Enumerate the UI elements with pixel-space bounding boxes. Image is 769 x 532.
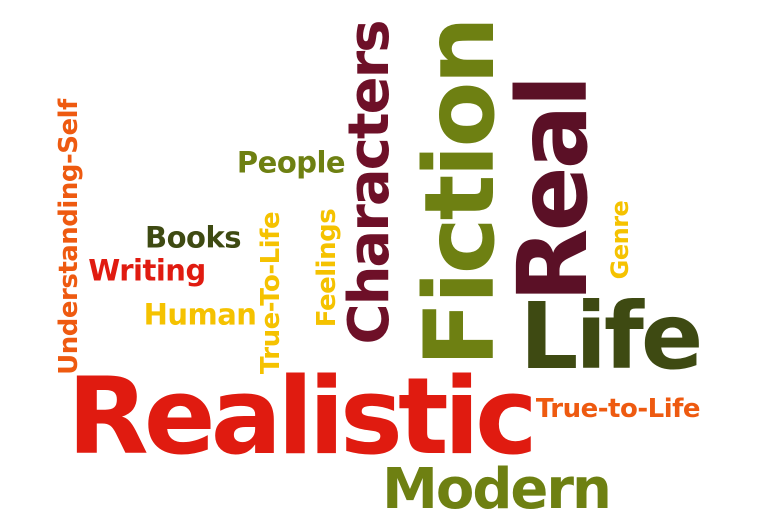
word-books: Books [145, 224, 241, 253]
word-fiction: Fiction [412, 19, 508, 366]
word-life: Life [520, 291, 701, 383]
word-writing: Writing [88, 257, 205, 286]
word-people: People [237, 149, 345, 178]
word-human: Human [144, 301, 257, 330]
word-modern: Modern [382, 462, 610, 518]
word-characters: Characters [342, 21, 398, 344]
word-real: Real [505, 78, 601, 303]
word-feelings: Feelings [314, 209, 340, 327]
word-true-to-life-horizontal: True-to-Life [536, 396, 700, 422]
word-understanding-self: Understanding-Self [56, 99, 82, 375]
word-realistic: Realistic [67, 364, 533, 470]
word-genre: Genre [608, 201, 632, 280]
word-true-to-life-vertical: True-To-Life [258, 212, 284, 374]
